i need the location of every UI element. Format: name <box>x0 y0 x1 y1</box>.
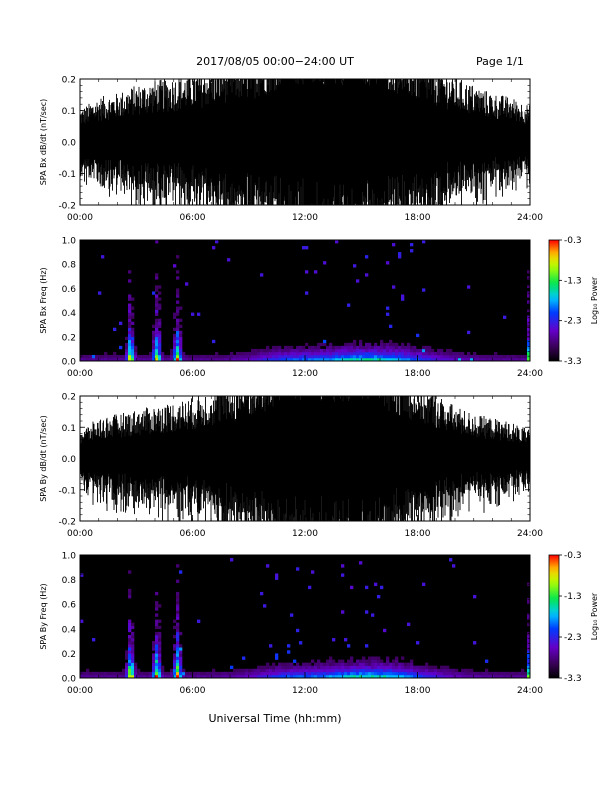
panel-by-spectrogram: -0.3 -1.3 -2.3 -3.3 Log₁₀ Power 1.0 0.8 0.6 0.4 0… <box>39 551 599 696</box>
colorbar-label: Log₁₀ Power <box>590 276 599 324</box>
y-tick-label: 0.8 <box>62 576 77 586</box>
panel-bx-spectrogram: -0.3 -1.3 -2.3 -3.3 Log₁₀ Power 1.0 0.8 0.6 0.4 0… <box>39 236 599 379</box>
y-tick-label: -0.1 <box>58 170 76 180</box>
x-tick-label: 24:00 <box>517 529 543 539</box>
colorbar-tick-label: -2.3 <box>564 633 582 643</box>
x-tick-label: 00:00 <box>67 686 93 696</box>
colorbar-tick-label: -1.3 <box>564 276 582 286</box>
page-number: Page 1/1 <box>476 55 524 68</box>
y-tick-label: -0.1 <box>58 486 76 496</box>
x-tick-label: 12:00 <box>292 529 318 539</box>
y-tick-label: 0.6 <box>62 601 77 611</box>
y-tick-label: 0.1 <box>62 107 76 117</box>
y-tick-label: -0.2 <box>58 518 76 528</box>
dbdt-trace <box>79 396 531 521</box>
x-tick-label: 18:00 <box>405 213 431 223</box>
y-axis-label: SPA By Freq (Hz) <box>39 583 48 649</box>
colorbar-label: Log₁₀ Power <box>590 592 599 640</box>
y-tick-label: 0.0 <box>62 675 77 685</box>
page-title: 2017/08/05 00:00−24:00 UT <box>196 55 354 68</box>
y-tick-label: 0.2 <box>62 76 76 86</box>
colorbar-tick-label: -3.3 <box>564 674 582 684</box>
y-tick-label: 0.2 <box>62 393 76 403</box>
y-tick-label: 0.0 <box>62 455 77 465</box>
x-tick-label: 18:00 <box>405 529 431 539</box>
colorbar-tick-label: -0.3 <box>564 236 582 246</box>
y-tick-label: 0.2 <box>62 333 76 343</box>
x-tick-label: 06:00 <box>180 686 206 696</box>
x-axis-title: Universal Time (hh:mm) <box>209 712 342 725</box>
colorbar-tick-label: -2.3 <box>564 317 582 327</box>
x-tick-label: 24:00 <box>517 213 543 223</box>
colorbar-tick-label: -1.3 <box>564 592 582 602</box>
dbdt-trace <box>79 79 531 205</box>
x-tick-label: 24:00 <box>517 369 543 379</box>
x-tick-label: 00:00 <box>67 529 93 539</box>
y-tick-label: 0.2 <box>62 650 76 660</box>
x-tick-label: 24:00 <box>517 686 543 696</box>
y-tick-label: -0.2 <box>58 202 76 212</box>
x-tick-label: 12:00 <box>292 213 318 223</box>
y-tick-label: 0.4 <box>62 309 77 319</box>
colorbar-tick-label: -0.3 <box>564 551 582 561</box>
x-tick-label: 06:00 <box>180 369 206 379</box>
y-tick-label: 0.0 <box>62 139 77 149</box>
y-tick-label: 1.0 <box>62 552 77 562</box>
x-tick-label: 18:00 <box>405 369 431 379</box>
y-axis-label: SPA By dB/dt (nT/sec) <box>39 415 48 502</box>
spectrogram-background <box>80 555 530 678</box>
panel-bx-dbdt: 0.2 0.1 0.0 -0.1 -0.200:00 06:00 12:00 18:00 24:… <box>39 76 543 224</box>
x-tick-label: 06:00 <box>180 529 206 539</box>
y-axis-label: SPA Bx dB/dt (nT/sec) <box>39 99 48 186</box>
x-tick-label: 18:00 <box>405 686 431 696</box>
x-tick-label: 06:00 <box>180 213 206 223</box>
y-axis-label: SPA Bx Freq (Hz) <box>39 267 48 333</box>
panel-by-dbdt: 0.2 0.1 0.0 -0.1 -0.200:00 06:00 12:00 18:00 24:… <box>39 393 543 540</box>
spectrogram-cells <box>80 240 531 362</box>
y-tick-label: 0.0 <box>62 358 77 368</box>
y-tick-label: 0.1 <box>62 424 76 434</box>
y-tick-label: 0.6 <box>62 285 77 295</box>
x-tick-label: 12:00 <box>292 369 318 379</box>
x-tick-label: 00:00 <box>67 369 93 379</box>
spectrogram-cells <box>80 558 531 679</box>
y-tick-label: 0.4 <box>62 625 77 635</box>
y-tick-label: 0.8 <box>62 261 77 271</box>
x-tick-label: 12:00 <box>292 686 318 696</box>
colorbar <box>548 239 560 362</box>
x-tick-label: 00:00 <box>67 213 93 223</box>
colorbar <box>548 554 560 679</box>
colorbar-tick-label: -3.3 <box>564 357 582 367</box>
y-tick-label: 1.0 <box>62 237 77 247</box>
